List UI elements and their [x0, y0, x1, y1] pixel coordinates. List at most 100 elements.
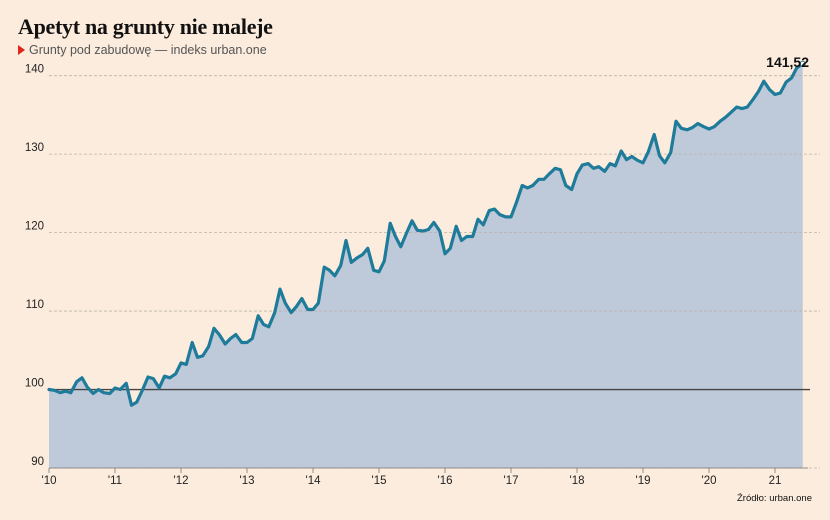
x-tick-label: '11	[108, 475, 122, 487]
data-point	[521, 184, 524, 187]
data-point	[257, 314, 260, 317]
chart-subtitle: Grunty pod zabudowę — indeks urban.one	[18, 43, 267, 57]
data-point	[609, 162, 612, 165]
x-tick-label: '14	[306, 475, 322, 487]
data-point	[185, 363, 188, 366]
last-point-marker	[799, 60, 806, 67]
last-value-label: 141,52	[766, 54, 809, 70]
data-point	[592, 167, 595, 170]
data-point	[432, 221, 435, 224]
data-point	[630, 155, 633, 158]
data-point	[97, 388, 100, 391]
data-point	[267, 325, 270, 328]
data-point	[135, 401, 138, 404]
data-point	[515, 201, 518, 204]
data-point	[620, 150, 623, 153]
data-point	[262, 323, 265, 326]
data-point	[570, 188, 573, 191]
data-point	[548, 172, 551, 175]
data-point	[81, 376, 84, 379]
data-point	[284, 302, 287, 305]
data-point	[75, 380, 78, 383]
data-point	[543, 178, 546, 181]
data-point	[510, 216, 513, 219]
data-point	[455, 225, 458, 228]
data-point	[554, 167, 557, 170]
data-point	[438, 230, 441, 233]
data-point	[537, 178, 540, 181]
x-tick-label: '19	[636, 475, 651, 487]
data-point	[663, 161, 666, 164]
chart-subtitle-text: Grunty pod zabudowę — indeks urban.one	[29, 43, 267, 57]
y-tick-label: 100	[25, 378, 44, 390]
data-point	[427, 228, 430, 231]
legend-marker-icon	[18, 45, 25, 55]
y-tick-label: 110	[26, 299, 44, 311]
data-point	[323, 266, 326, 269]
data-point	[752, 98, 755, 101]
data-point	[790, 77, 793, 80]
data-point	[333, 274, 336, 277]
data-point	[647, 150, 650, 153]
data-point	[168, 376, 171, 379]
data-point	[482, 223, 485, 226]
data-point	[422, 230, 425, 233]
data-point	[279, 288, 282, 291]
data-point	[180, 362, 183, 365]
source-note: Źródło: urban.one	[737, 493, 812, 504]
data-point	[147, 376, 150, 379]
data-point	[317, 302, 320, 305]
x-tick-label: 21	[769, 475, 782, 487]
data-point	[229, 337, 232, 340]
data-point	[53, 389, 56, 392]
data-point	[399, 245, 402, 248]
y-tick-label: 130	[25, 142, 44, 154]
series-line	[47, 62, 805, 407]
data-point	[724, 116, 727, 119]
x-tick-label: '12	[174, 475, 189, 487]
data-point	[559, 168, 562, 171]
data-point	[779, 92, 782, 95]
data-point	[449, 247, 452, 250]
data-point	[762, 80, 765, 83]
data-point	[196, 356, 199, 359]
data-point	[378, 270, 381, 273]
data-point	[504, 216, 507, 219]
data-point	[642, 161, 645, 164]
data-point	[675, 120, 678, 123]
data-point	[152, 377, 155, 380]
data-point	[587, 162, 590, 165]
data-point	[174, 372, 177, 375]
data-point	[350, 261, 353, 264]
data-point	[246, 341, 249, 344]
data-point	[108, 392, 111, 395]
data-point	[597, 165, 600, 168]
data-point	[356, 256, 359, 259]
data-point	[102, 391, 105, 394]
data-point	[366, 247, 369, 250]
data-point	[234, 333, 237, 336]
data-point	[130, 404, 133, 407]
data-point	[768, 88, 771, 91]
data-point	[163, 375, 166, 378]
data-point	[444, 252, 447, 255]
data-point	[383, 260, 386, 263]
data-point	[576, 172, 579, 175]
data-point	[213, 327, 216, 330]
data-point	[729, 111, 732, 114]
data-point	[603, 170, 606, 173]
y-tick-label: 140	[25, 64, 44, 76]
data-point	[240, 341, 243, 344]
data-point	[361, 253, 364, 256]
data-point	[328, 269, 331, 272]
x-tick-label: '17	[504, 475, 519, 487]
data-point	[48, 388, 51, 391]
y-tick-label: 90	[31, 456, 44, 468]
data-point	[735, 106, 738, 109]
data-point	[658, 154, 661, 157]
data-point	[702, 125, 705, 128]
data-point	[389, 222, 392, 225]
data-point	[201, 354, 204, 357]
data-point	[191, 341, 194, 344]
